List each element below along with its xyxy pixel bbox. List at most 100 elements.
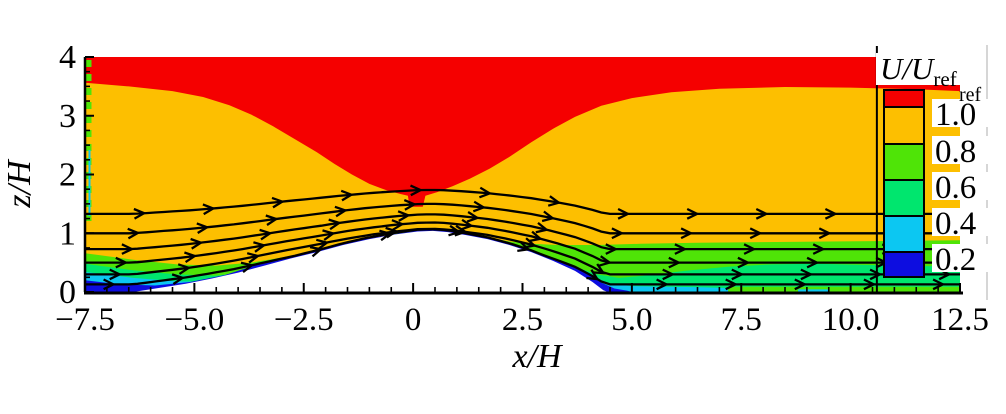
x-tick-label: 12.5 — [931, 302, 989, 338]
streamline-arrowhead — [731, 268, 745, 281]
colorbar-title-main: U/U — [880, 51, 936, 86]
bottom-right-green-strip — [728, 286, 960, 292]
inlet-cyan-line — [88, 150, 91, 216]
y-tick-label: 0 — [59, 274, 76, 311]
streamline-arrowhead — [472, 200, 487, 213]
streamline-arrowhead — [259, 228, 273, 241]
y-tick-label: 3 — [59, 98, 76, 135]
streamline-arrowhead — [686, 207, 700, 220]
streamline-arrowhead — [812, 243, 826, 255]
streamline-arrowhead — [863, 278, 877, 291]
streamline-arrowhead — [598, 255, 613, 267]
colorbar-label-bg — [932, 244, 991, 272]
x-tick-label: −7.5 — [55, 302, 115, 338]
streamline-arrowhead — [737, 256, 751, 269]
streamline-arrowhead — [177, 263, 192, 275]
streamline-arrowhead — [755, 207, 769, 220]
streamline-arrowhead — [334, 205, 348, 218]
colorbar-label: 0.2 — [935, 242, 976, 278]
streamline-arrowhead — [322, 229, 336, 241]
y-tick-label: 4 — [59, 39, 76, 76]
colorbar-label: 0.4 — [935, 206, 976, 242]
streamline-arrowhead — [391, 219, 405, 231]
streamline-arrowhead — [824, 207, 838, 220]
streamline-arrowhead — [668, 256, 682, 269]
colorbar-label-bg — [932, 99, 991, 127]
y-axis-title: z/H — [1, 158, 38, 209]
streamline — [85, 227, 960, 276]
streamline-arrowhead — [617, 207, 631, 220]
streamline-arrowhead — [869, 268, 883, 281]
inlet-profile-dash — [86, 116, 92, 123]
streamline-arrowhead — [202, 203, 216, 216]
streamline-arrowhead — [265, 214, 279, 226]
streamline-arrowhead — [271, 196, 285, 209]
colorbar-label-bg — [932, 172, 991, 200]
colorbar-segment — [883, 251, 925, 278]
streamline-arrowhead — [379, 229, 393, 242]
y-tick-label: 2 — [59, 157, 76, 194]
streamline-arrowhead — [240, 261, 255, 274]
streamline-arrowhead — [190, 237, 204, 250]
x-tick-label: 0 — [405, 302, 422, 338]
axes-layer: −7.5 −5.0 −2.5 0 2.5 5.0 7.5 10.0 12.5 0 1 2 3 4 — [55, 39, 989, 338]
streamline-arrowhead — [662, 268, 676, 281]
inlet-profile-dash — [86, 130, 92, 137]
streamline-arrowhead — [611, 227, 625, 240]
streamline-arrowhead — [818, 227, 832, 240]
streamline-arrowhead — [800, 268, 814, 281]
colorbar-segment — [883, 106, 925, 145]
streamline — [85, 213, 960, 251]
streamline-arrowhead — [385, 226, 399, 239]
streamline-arrowhead — [115, 256, 129, 269]
streamline-arrowhead — [517, 240, 531, 253]
red-band — [85, 57, 960, 207]
inlet-profile-dash — [86, 144, 92, 151]
cyan-ground-dash — [798, 289, 829, 292]
colorbar-segment — [883, 215, 925, 253]
x-tick-label: 2.5 — [502, 302, 543, 338]
colorbar-label: 1.0 — [935, 97, 976, 133]
streamline-arrowhead — [592, 263, 606, 275]
streamline-arrowhead — [460, 218, 474, 231]
streamline — [85, 221, 960, 264]
streamline-arrowhead — [196, 222, 210, 234]
streamline-arrowhead — [656, 278, 669, 291]
streamline-arrowhead — [478, 186, 493, 199]
streamline-arrowhead — [410, 184, 424, 197]
streamline-arrowhead — [309, 245, 324, 258]
colorbar-title: U/Uref — [880, 51, 957, 91]
streamline-arrowhead — [725, 278, 739, 291]
x-tick-label: 5.0 — [611, 302, 652, 338]
text-layer: x/H z/H U/Uref ref — [1, 51, 982, 375]
streamline-arrowhead — [535, 222, 550, 234]
streamline-arrowhead — [749, 227, 763, 240]
streamline-layer — [85, 184, 960, 291]
streamline-arrowhead — [316, 238, 330, 251]
colorbar-title-sub: ref — [933, 67, 956, 91]
x-tick-label: −2.5 — [274, 302, 334, 338]
streamline-arrowhead — [529, 230, 543, 243]
streamline-arrowhead — [541, 210, 556, 223]
colorbar-title-artifact: ref — [959, 84, 982, 106]
streamline-arrowhead — [932, 278, 946, 291]
streamline-arrowhead — [454, 224, 468, 237]
hill-layer — [133, 230, 608, 292]
streamline-arrowhead — [397, 210, 411, 222]
streamline-arrowhead — [340, 189, 355, 202]
y-tick-label: 1 — [59, 215, 76, 252]
streamline-arrowhead — [743, 243, 757, 255]
streamline-arrowhead — [806, 256, 820, 269]
x-axis-title: x/H — [511, 338, 564, 375]
colorbar-label: 0.6 — [935, 170, 976, 206]
streamline-arrowhead — [523, 237, 537, 249]
streamline-arrowhead — [133, 207, 147, 220]
streamline-arrowhead — [127, 227, 141, 240]
colorbar-label-bg — [932, 136, 991, 164]
streamline — [85, 188, 960, 216]
x-tick-label: 10.0 — [822, 302, 880, 338]
streamline-arrowhead — [680, 227, 694, 240]
colorbar-segment — [883, 89, 925, 108]
streamline-arrowhead — [184, 251, 198, 264]
streamline-arrowhead — [253, 241, 267, 253]
